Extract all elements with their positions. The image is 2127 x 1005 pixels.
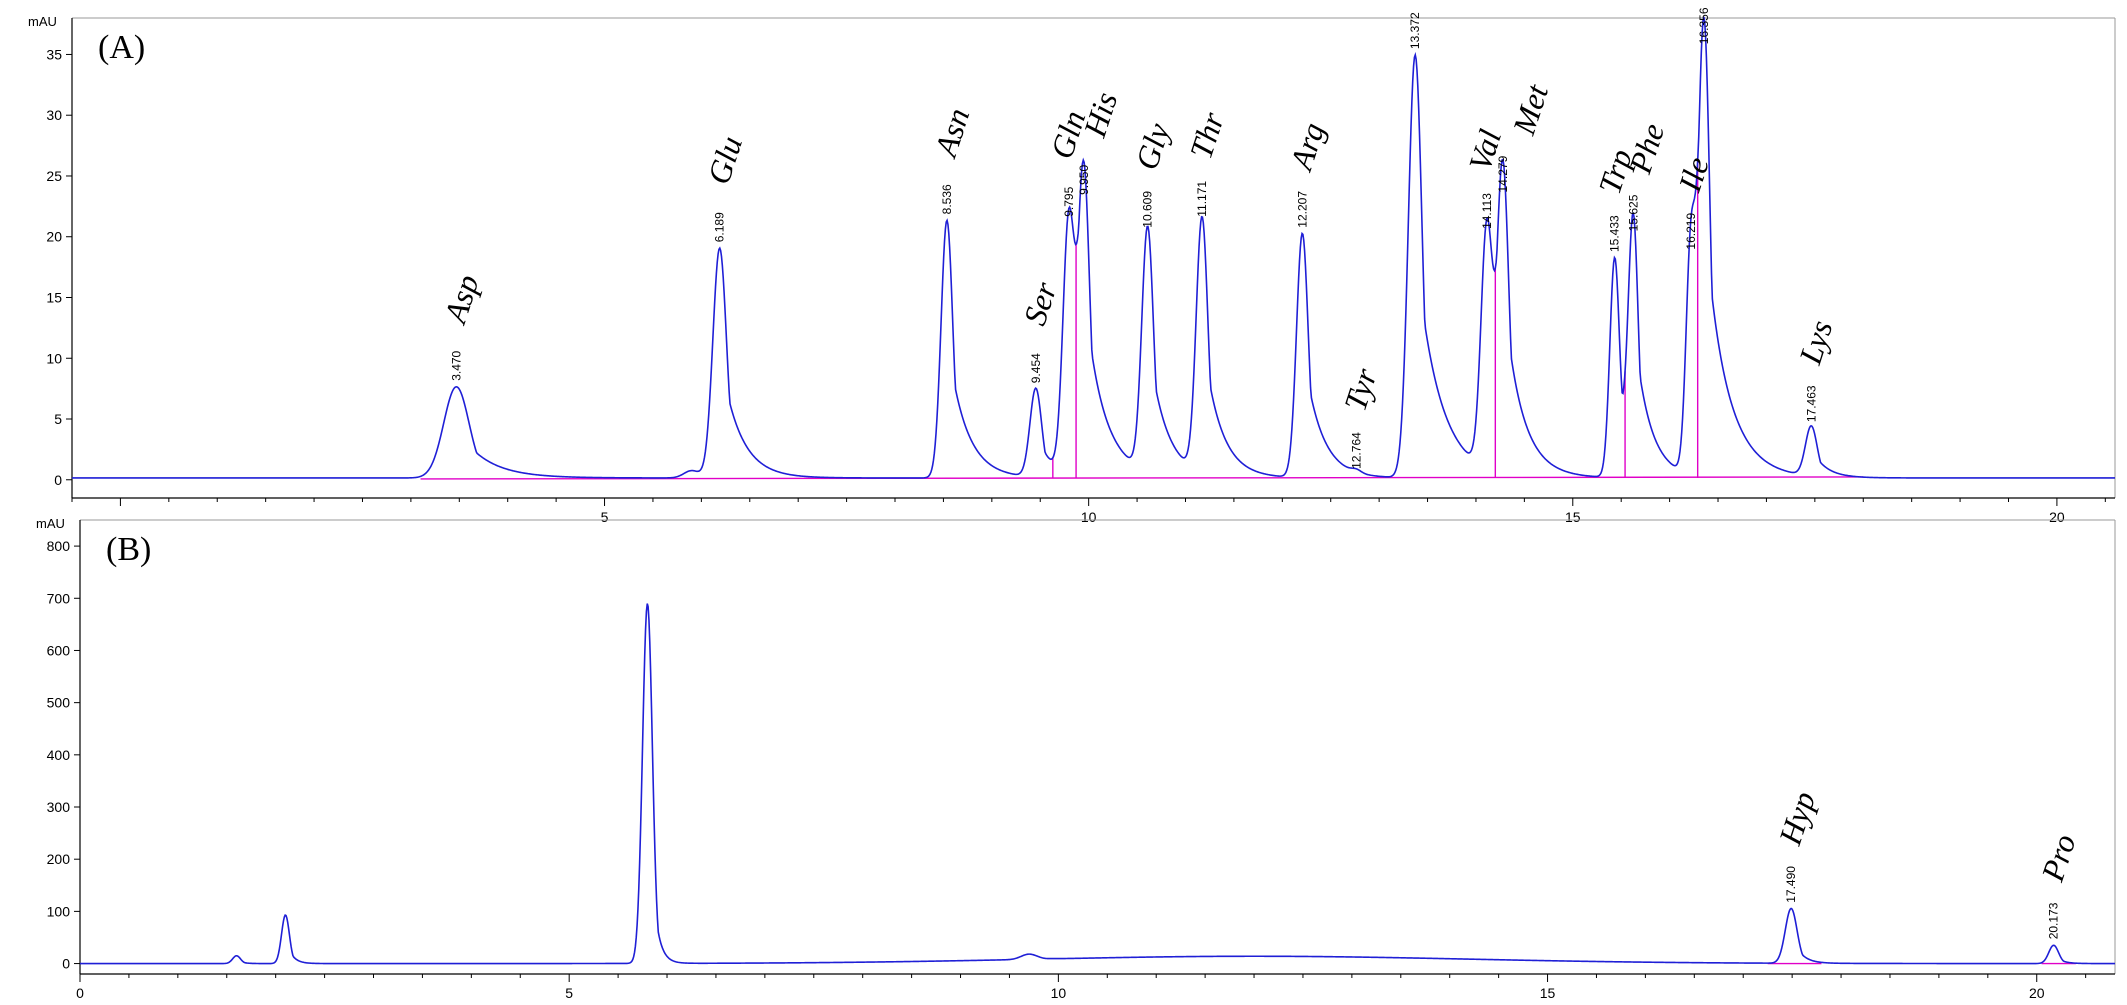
- x-tick-label: 15: [1540, 985, 1556, 1000]
- x-tick-label: 10: [1081, 509, 1097, 525]
- peak-name-label: Lys: [1791, 316, 1839, 369]
- peak-name-label: Hyp: [1771, 787, 1822, 850]
- peak-name-label: Asn: [927, 104, 977, 163]
- peak-name-label: Pro: [2034, 830, 2083, 887]
- chromatogram-trace: [72, 16, 2115, 479]
- chromatogram-trace: [80, 603, 2115, 965]
- retention-time-label: 11.171: [1195, 181, 1209, 217]
- x-tick-label: 10: [1051, 985, 1067, 1000]
- y-unit-label: mAU: [28, 14, 57, 29]
- y-tick-label: 600: [47, 642, 71, 658]
- y-tick-label: 15: [46, 289, 62, 305]
- y-tick-label: 25: [46, 168, 62, 184]
- retention-time-label: 13.372: [1408, 12, 1422, 49]
- peak-name-label: Ser: [1016, 277, 1064, 329]
- y-tick-label: 700: [47, 590, 71, 606]
- y-tick-label: 300: [47, 799, 71, 815]
- retention-time-label: 10.609: [1141, 191, 1155, 228]
- x-tick-label: 0: [76, 985, 84, 1000]
- retention-time-label: 8.536: [940, 184, 954, 214]
- peak-name-label: Phe: [1621, 119, 1671, 178]
- peak-name-label: Arg: [1282, 118, 1331, 176]
- chart-panel-b: mAU 0 100 200 300 400 500 600 700 800 0 5 10 15 20 (B) 1…: [36, 516, 2116, 1001]
- retention-time-label: 3.470: [449, 350, 463, 380]
- retention-time-label: 14.279: [1496, 155, 1510, 192]
- chart-panel-a: mAU 0 5 10 15 20 25 30 35 5 10 15 20 (A) 3.470 Asp 6.189…: [28, 7, 2116, 525]
- retention-time-label: 14.113: [1480, 193, 1494, 229]
- retention-time-label: 16.219: [1684, 213, 1698, 250]
- peak-name-label: Asp: [436, 270, 486, 329]
- retention-time-label: 12.764: [1349, 432, 1363, 469]
- y-tick-label: 5: [54, 411, 62, 427]
- x-tick-label: 5: [565, 985, 573, 1000]
- peak-name-label: Thr: [1182, 107, 1231, 163]
- retention-time-label: 6.189: [713, 212, 727, 242]
- y-tick-label: 20: [46, 229, 62, 245]
- retention-time-label: 17.463: [1804, 385, 1818, 422]
- y-tick-label: 0: [62, 956, 70, 972]
- y-tick-label: 100: [47, 903, 71, 919]
- peak-name-label: Glu: [700, 132, 749, 189]
- retention-time-label: 15.433: [1608, 215, 1622, 252]
- y-tick-label: 30: [46, 107, 62, 123]
- y-unit-label: mAU: [36, 516, 65, 531]
- x-tick-label: 5: [601, 509, 609, 525]
- peak-name-label: Met: [1505, 79, 1555, 139]
- peak-name-label: Gly: [1128, 118, 1177, 174]
- retention-time-label: 12.207: [1295, 191, 1309, 228]
- retention-time-label: 17.490: [1784, 866, 1798, 903]
- y-tick-label: 500: [47, 695, 71, 711]
- y-tick-label: 200: [47, 851, 71, 867]
- retention-time-label: 9.795: [1062, 186, 1076, 216]
- x-tick-label: 15: [1565, 509, 1581, 525]
- y-tick-label: 35: [46, 46, 62, 62]
- retention-time-label: 9.454: [1029, 353, 1043, 383]
- x-tick-label: 20: [2049, 509, 2065, 525]
- x-tick-label: 20: [2029, 985, 2045, 1000]
- retention-time-label: 20.173: [2047, 902, 2061, 939]
- panel-label: (A): [98, 29, 145, 66]
- peak-name-label: Tyr: [1337, 363, 1384, 415]
- y-tick-label: 800: [47, 538, 71, 554]
- y-tick-label: 400: [47, 747, 71, 763]
- retention-time-label: 15.625: [1626, 194, 1640, 231]
- y-tick-label: 10: [46, 350, 62, 366]
- retention-time-label: 16.356: [1697, 7, 1711, 44]
- y-tick-label: 0: [54, 472, 62, 488]
- retention-time-label: 9.950: [1077, 165, 1091, 195]
- panel-label: (B): [106, 531, 151, 568]
